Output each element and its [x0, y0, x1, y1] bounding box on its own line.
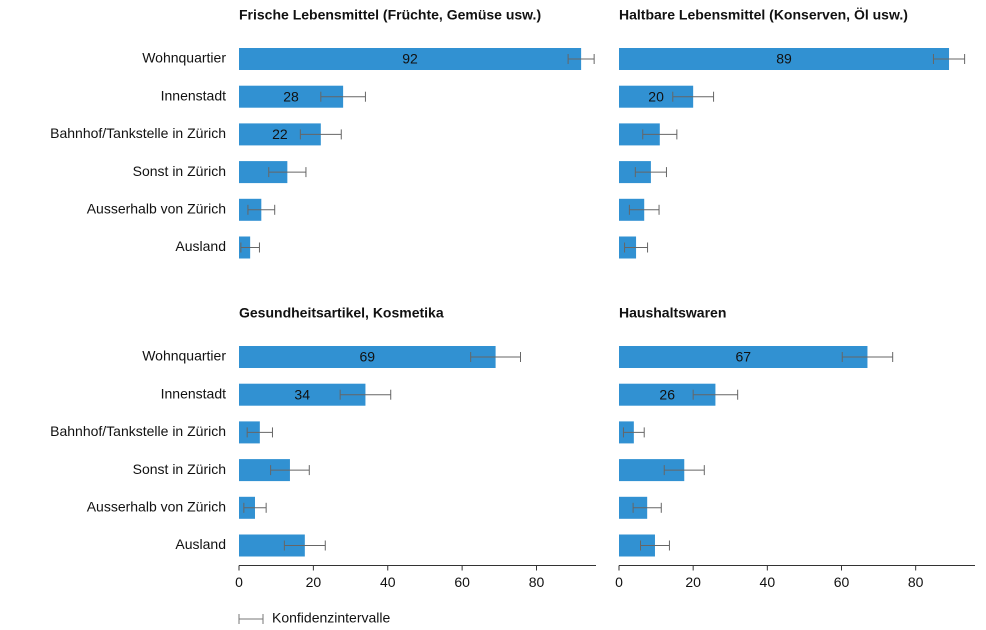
data-label: 20: [648, 88, 664, 104]
data-label: 69: [360, 349, 376, 365]
x-tick-label: 60: [834, 574, 850, 590]
bar: [619, 48, 950, 70]
bar: [619, 534, 655, 557]
data-label: 67: [735, 349, 751, 365]
x-tick-label: 40: [760, 574, 776, 590]
category-label: Sonst in Zürich: [133, 163, 226, 179]
bar: [619, 123, 660, 146]
category-label: Innenstadt: [161, 87, 226, 103]
bar: [239, 48, 582, 70]
category-label: Bahnhof/Tankstelle in Zürich: [50, 125, 226, 141]
category-label: Bahnhof/Tankstelle in Zürich: [50, 423, 226, 439]
category-label: Ausland: [175, 238, 226, 254]
bar: [619, 85, 694, 108]
data-label: 22: [272, 126, 288, 142]
category-label: Ausland: [175, 536, 226, 552]
panel-title: Haushaltswaren: [619, 305, 726, 321]
category-label: Sonst in Zürich: [133, 461, 226, 477]
bar: [239, 123, 321, 146]
x-tick-label: 0: [235, 574, 243, 590]
bar: [239, 383, 366, 406]
data-label: 28: [283, 88, 299, 104]
category-label: Ausserhalb von Zürich: [87, 499, 226, 515]
legend-label: Konfidenzintervalle: [272, 610, 391, 626]
x-tick-label: 40: [380, 574, 396, 590]
data-label: 34: [294, 386, 310, 402]
panel-title: Gesundheitsartikel, Kosmetika: [239, 305, 444, 321]
x-tick-label: 80: [529, 574, 545, 590]
panel-title: Frische Lebensmittel (Früchte, Gemüse us…: [239, 7, 541, 23]
bar: [239, 346, 496, 368]
bar: [239, 85, 344, 108]
bar: [619, 346, 868, 368]
panel-title: Haltbare Lebensmittel (Konserven, Öl usw…: [619, 7, 908, 23]
data-label: 89: [776, 51, 792, 67]
category-label: Ausserhalb von Zürich: [87, 201, 226, 217]
x-tick-label: 80: [908, 574, 924, 590]
x-tick-label: 0: [615, 574, 623, 590]
bar: [619, 459, 685, 482]
x-tick-label: 20: [306, 574, 322, 590]
data-label: 92: [402, 51, 418, 67]
bar: [239, 459, 290, 482]
category-label: Innenstadt: [161, 385, 226, 401]
bar: [619, 383, 716, 406]
x-tick-label: 60: [454, 574, 470, 590]
category-label: Wohnquartier: [142, 50, 226, 66]
category-label: Wohnquartier: [142, 348, 226, 364]
x-tick-label: 20: [685, 574, 701, 590]
bar: [239, 534, 305, 557]
bar: [239, 161, 288, 184]
data-label: 26: [659, 386, 675, 402]
